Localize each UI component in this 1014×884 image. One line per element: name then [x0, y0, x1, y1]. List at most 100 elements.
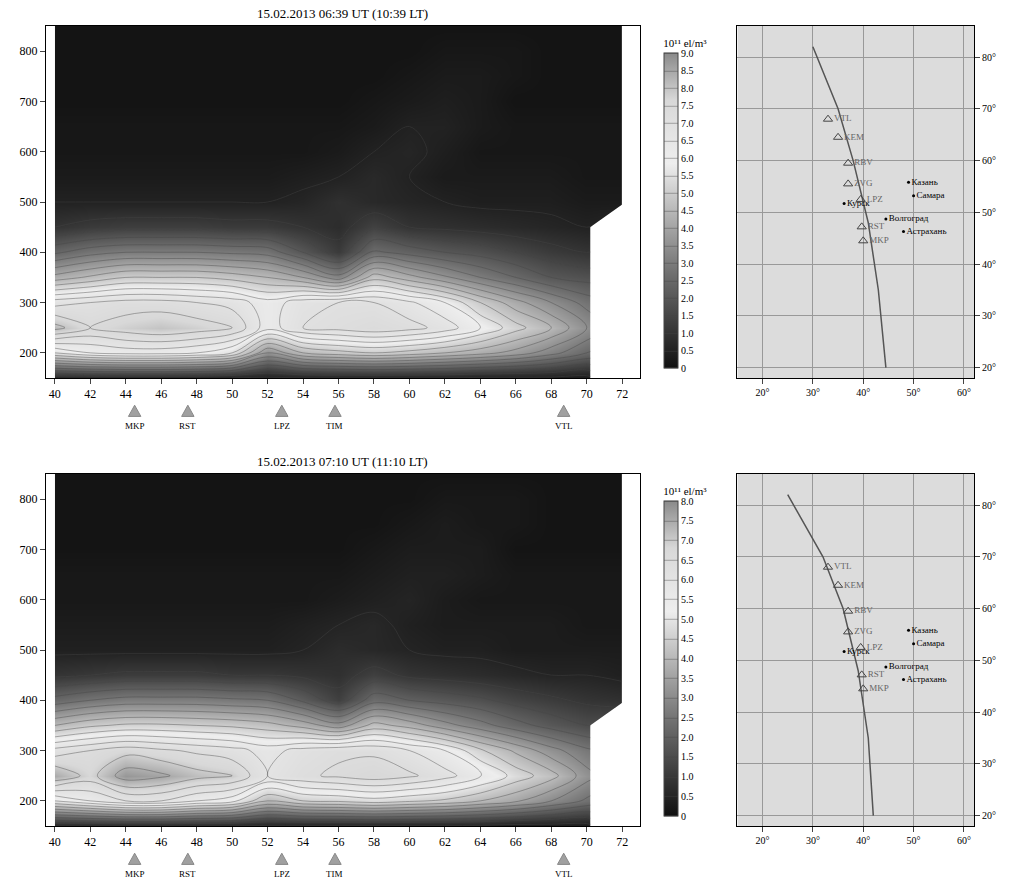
svg-text:62: 62	[439, 387, 451, 401]
svg-text:30°: 30°	[982, 310, 996, 321]
svg-text:KEM: KEM	[844, 580, 864, 590]
svg-text:42: 42	[84, 387, 96, 401]
svg-text:50°: 50°	[982, 655, 996, 666]
svg-text:700: 700	[20, 95, 38, 109]
svg-text:68: 68	[545, 387, 557, 401]
svg-text:ZVG: ZVG	[854, 178, 873, 188]
svg-text:800: 800	[20, 492, 38, 506]
svg-text:600: 600	[20, 593, 38, 607]
svg-text:7.5: 7.5	[681, 100, 694, 111]
svg-text:52: 52	[262, 387, 274, 401]
svg-text:80°: 80°	[982, 52, 996, 63]
svg-text:54: 54	[297, 835, 309, 849]
svg-text:58: 58	[368, 387, 380, 401]
svg-text:Курск: Курск	[847, 646, 870, 656]
svg-text:6.5: 6.5	[681, 135, 694, 146]
svg-text:56: 56	[333, 387, 345, 401]
svg-text:3.5: 3.5	[681, 673, 694, 684]
svg-text:80°: 80°	[982, 500, 996, 511]
svg-text:60°: 60°	[957, 387, 971, 398]
svg-text:RBV: RBV	[854, 157, 873, 167]
svg-text:700: 700	[20, 543, 38, 557]
svg-text:9.0: 9.0	[681, 48, 694, 59]
svg-text:54: 54	[297, 387, 309, 401]
svg-text:KEM: KEM	[844, 132, 864, 142]
svg-text:72: 72	[616, 387, 628, 401]
svg-text:60: 60	[403, 387, 415, 401]
svg-text:1.5: 1.5	[681, 310, 694, 321]
svg-text:40°: 40°	[982, 259, 996, 270]
svg-text:30°: 30°	[806, 387, 820, 398]
svg-text:60°: 60°	[982, 603, 996, 614]
svg-text:50°: 50°	[907, 387, 921, 398]
svg-text:Казань: Казань	[911, 625, 937, 635]
svg-text:8.0: 8.0	[681, 496, 694, 507]
svg-text:1.0: 1.0	[681, 328, 694, 339]
svg-text:4.5: 4.5	[681, 633, 694, 644]
svg-text:0: 0	[681, 811, 686, 822]
svg-text:RBV: RBV	[854, 605, 873, 615]
svg-text:8.0: 8.0	[681, 83, 694, 94]
svg-text:300: 300	[20, 744, 38, 758]
svg-text:4.0: 4.0	[681, 223, 694, 234]
svg-text:60°: 60°	[957, 835, 971, 846]
svg-text:Казань: Казань	[911, 177, 937, 187]
svg-text:40°: 40°	[856, 387, 870, 398]
svg-text:RST: RST	[179, 421, 196, 431]
svg-text:1.0: 1.0	[681, 771, 694, 782]
svg-text:52: 52	[262, 835, 274, 849]
svg-text:0.5: 0.5	[681, 791, 694, 802]
svg-text:0: 0	[681, 363, 686, 374]
svg-text:500: 500	[20, 643, 38, 657]
svg-text:66: 66	[510, 387, 522, 401]
svg-text:600: 600	[20, 145, 38, 159]
svg-text:4.0: 4.0	[681, 653, 694, 664]
svg-text:LPZ: LPZ	[274, 869, 290, 879]
svg-text:2.5: 2.5	[681, 275, 694, 286]
svg-text:6.0: 6.0	[681, 153, 694, 164]
svg-text:20°: 20°	[982, 810, 996, 821]
svg-text:Астрахань: Астрахань	[906, 674, 946, 684]
svg-text:64: 64	[474, 835, 486, 849]
svg-text:48: 48	[191, 387, 203, 401]
svg-text:70°: 70°	[982, 103, 996, 114]
svg-text:46: 46	[155, 387, 167, 401]
svg-text:2.0: 2.0	[681, 293, 694, 304]
svg-text:VTL: VTL	[555, 421, 573, 431]
svg-text:TIM: TIM	[326, 421, 343, 431]
svg-text:66: 66	[510, 835, 522, 849]
svg-text:7.0: 7.0	[681, 118, 694, 129]
svg-text:5.5: 5.5	[681, 594, 694, 605]
svg-text:50°: 50°	[982, 207, 996, 218]
svg-text:20°: 20°	[756, 387, 770, 398]
svg-text:Самара: Самара	[916, 190, 944, 200]
svg-text:46: 46	[155, 835, 167, 849]
svg-text:Волгоград: Волгоград	[889, 661, 929, 671]
svg-text:MKP: MKP	[125, 869, 145, 879]
svg-text:7.0: 7.0	[681, 535, 694, 546]
svg-text:5.0: 5.0	[681, 188, 694, 199]
svg-text:2.5: 2.5	[681, 712, 694, 723]
svg-text:Курск: Курск	[847, 198, 870, 208]
svg-text:8.5: 8.5	[681, 65, 694, 76]
svg-text:68: 68	[545, 835, 557, 849]
svg-text:50: 50	[226, 387, 238, 401]
svg-text:30°: 30°	[806, 835, 820, 846]
svg-text:5.0: 5.0	[681, 614, 694, 625]
svg-text:15.02.2013 07:10 UT (11:10 LT): 15.02.2013 07:10 UT (11:10 LT)	[257, 454, 428, 469]
svg-text:44: 44	[120, 835, 132, 849]
svg-text:LPZ: LPZ	[867, 642, 883, 652]
svg-text:VTL: VTL	[555, 869, 573, 879]
svg-text:50: 50	[226, 835, 238, 849]
svg-text:400: 400	[20, 245, 38, 259]
svg-text:70: 70	[581, 387, 593, 401]
svg-text:20°: 20°	[756, 835, 770, 846]
svg-text:MKP: MKP	[869, 683, 889, 693]
svg-text:7.5: 7.5	[681, 515, 694, 526]
svg-text:800: 800	[20, 44, 38, 58]
svg-text:LPZ: LPZ	[274, 421, 290, 431]
svg-text:44: 44	[120, 387, 132, 401]
svg-text:20°: 20°	[982, 362, 996, 373]
svg-text:MKP: MKP	[869, 235, 889, 245]
svg-text:RST: RST	[179, 869, 196, 879]
